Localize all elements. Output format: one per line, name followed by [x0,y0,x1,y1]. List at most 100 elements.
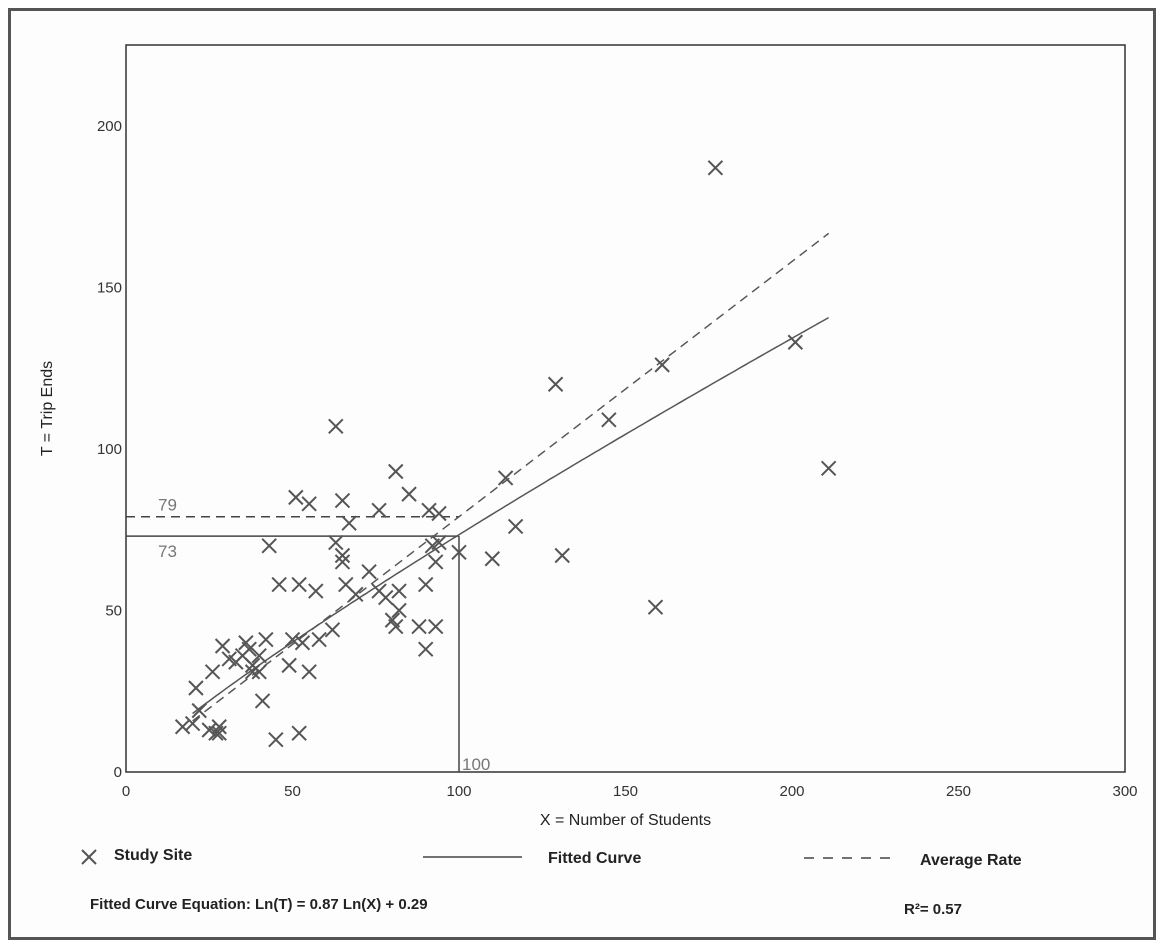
plot-area [125,44,1126,773]
study-site-point [484,551,501,567]
point-stroke [244,664,261,680]
fitted-curve-line [192,316,829,715]
study-site-point [211,719,227,735]
study-site-point [497,470,514,486]
point-stroke [334,547,351,564]
point-stroke [427,554,444,570]
point-stroke [328,418,344,434]
point-stroke [497,470,514,486]
study-site-point [241,641,257,657]
study-site-point [451,544,467,560]
point-stroke [484,551,501,567]
point-stroke [201,722,217,738]
study-site-point [174,719,191,735]
study-site-point [328,534,344,551]
point-stroke [291,725,307,741]
point-stroke [211,725,227,741]
study-site-point [258,631,274,648]
legend-average-rate-label: Average Rate [920,852,1022,869]
axis-ticks: 0 50 100 150 200 250 300 0 50 100 150 200 [97,118,1138,800]
study-site-point [211,725,227,741]
point-stroke [214,638,231,654]
study-site-point [507,518,524,535]
point-stroke [334,554,351,570]
study-site-point [188,680,204,696]
point-stroke [204,664,221,680]
study-site-point [191,702,207,719]
point-stroke [820,460,837,476]
point-stroke [378,589,394,606]
study-site-point [291,576,307,593]
point-stroke [288,489,304,506]
point-stroke [301,496,317,512]
average-rate-value-label: 79 [158,496,177,515]
point-stroke [601,412,617,428]
study-site-point [431,534,447,551]
point-stroke [654,357,670,373]
study-site-point [251,664,267,680]
point-stroke [361,563,377,580]
study-site-point [301,496,317,512]
point-stroke [707,160,724,176]
study-site-point [647,599,664,615]
average-rate-line [192,232,830,722]
study-site-point [334,547,351,564]
study-site-point [311,631,327,648]
point-stroke [324,622,341,638]
study-site-point [411,618,427,635]
point-stroke [308,583,324,599]
point-stroke [291,576,307,593]
point-stroke [417,576,434,593]
point-stroke [388,463,404,480]
study-site-point [341,515,357,531]
study-site-point [254,693,271,709]
study-site-point [391,602,407,619]
point-stroke [301,664,317,680]
y-axis-title: T = Trip Ends [39,361,56,456]
point-stroke [174,719,191,735]
x-tick-label: 300 [1112,783,1137,800]
x-tick-label: 0 [122,783,130,800]
study-site-point [417,576,434,593]
point-stroke [554,547,570,564]
point-stroke [254,693,271,709]
point-stroke [411,618,427,635]
study-site-point [204,664,221,680]
point-stroke [507,518,524,535]
y-tick-label: 200 [97,118,122,135]
y-tick-label: 0 [114,764,122,781]
study-site-point [261,538,277,554]
point-stroke [294,635,311,651]
legend-study-site-label: Study Site [114,847,193,864]
study-site-point [371,502,387,518]
study-site-point [388,618,404,635]
study-site-point [431,505,447,522]
point-stroke [328,534,344,551]
study-site-point [348,586,364,602]
study-site-point [184,715,201,732]
x-reference-value-label: 100 [462,755,490,774]
study-site-point [378,589,394,606]
point-stroke [451,544,467,560]
point-stroke [258,631,274,648]
point-stroke [241,641,257,657]
point-stroke [431,534,447,551]
x-tick-label: 200 [779,783,804,800]
r-squared-value: R²= 0.57 [904,901,962,918]
x-tick-label: 100 [446,783,471,800]
study-site-point [288,489,304,506]
point-stroke [268,731,284,748]
legend-study-site-marker [81,849,97,865]
point-stroke [311,631,327,648]
point-stroke [547,376,564,392]
point-stroke [211,719,227,735]
study-site-point [301,664,317,680]
study-site-point [284,631,301,648]
point-stroke [191,702,207,719]
point-stroke [284,631,301,648]
chart-frame [8,8,1156,940]
study-site-point [547,376,564,392]
study-site-point [328,418,344,434]
study-site-point [214,638,231,654]
point-stroke [391,583,407,599]
